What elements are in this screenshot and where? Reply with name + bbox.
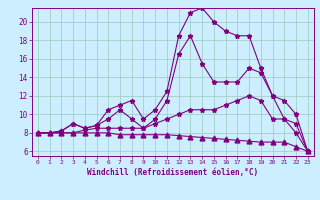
X-axis label: Windchill (Refroidissement éolien,°C): Windchill (Refroidissement éolien,°C) [87,168,258,177]
